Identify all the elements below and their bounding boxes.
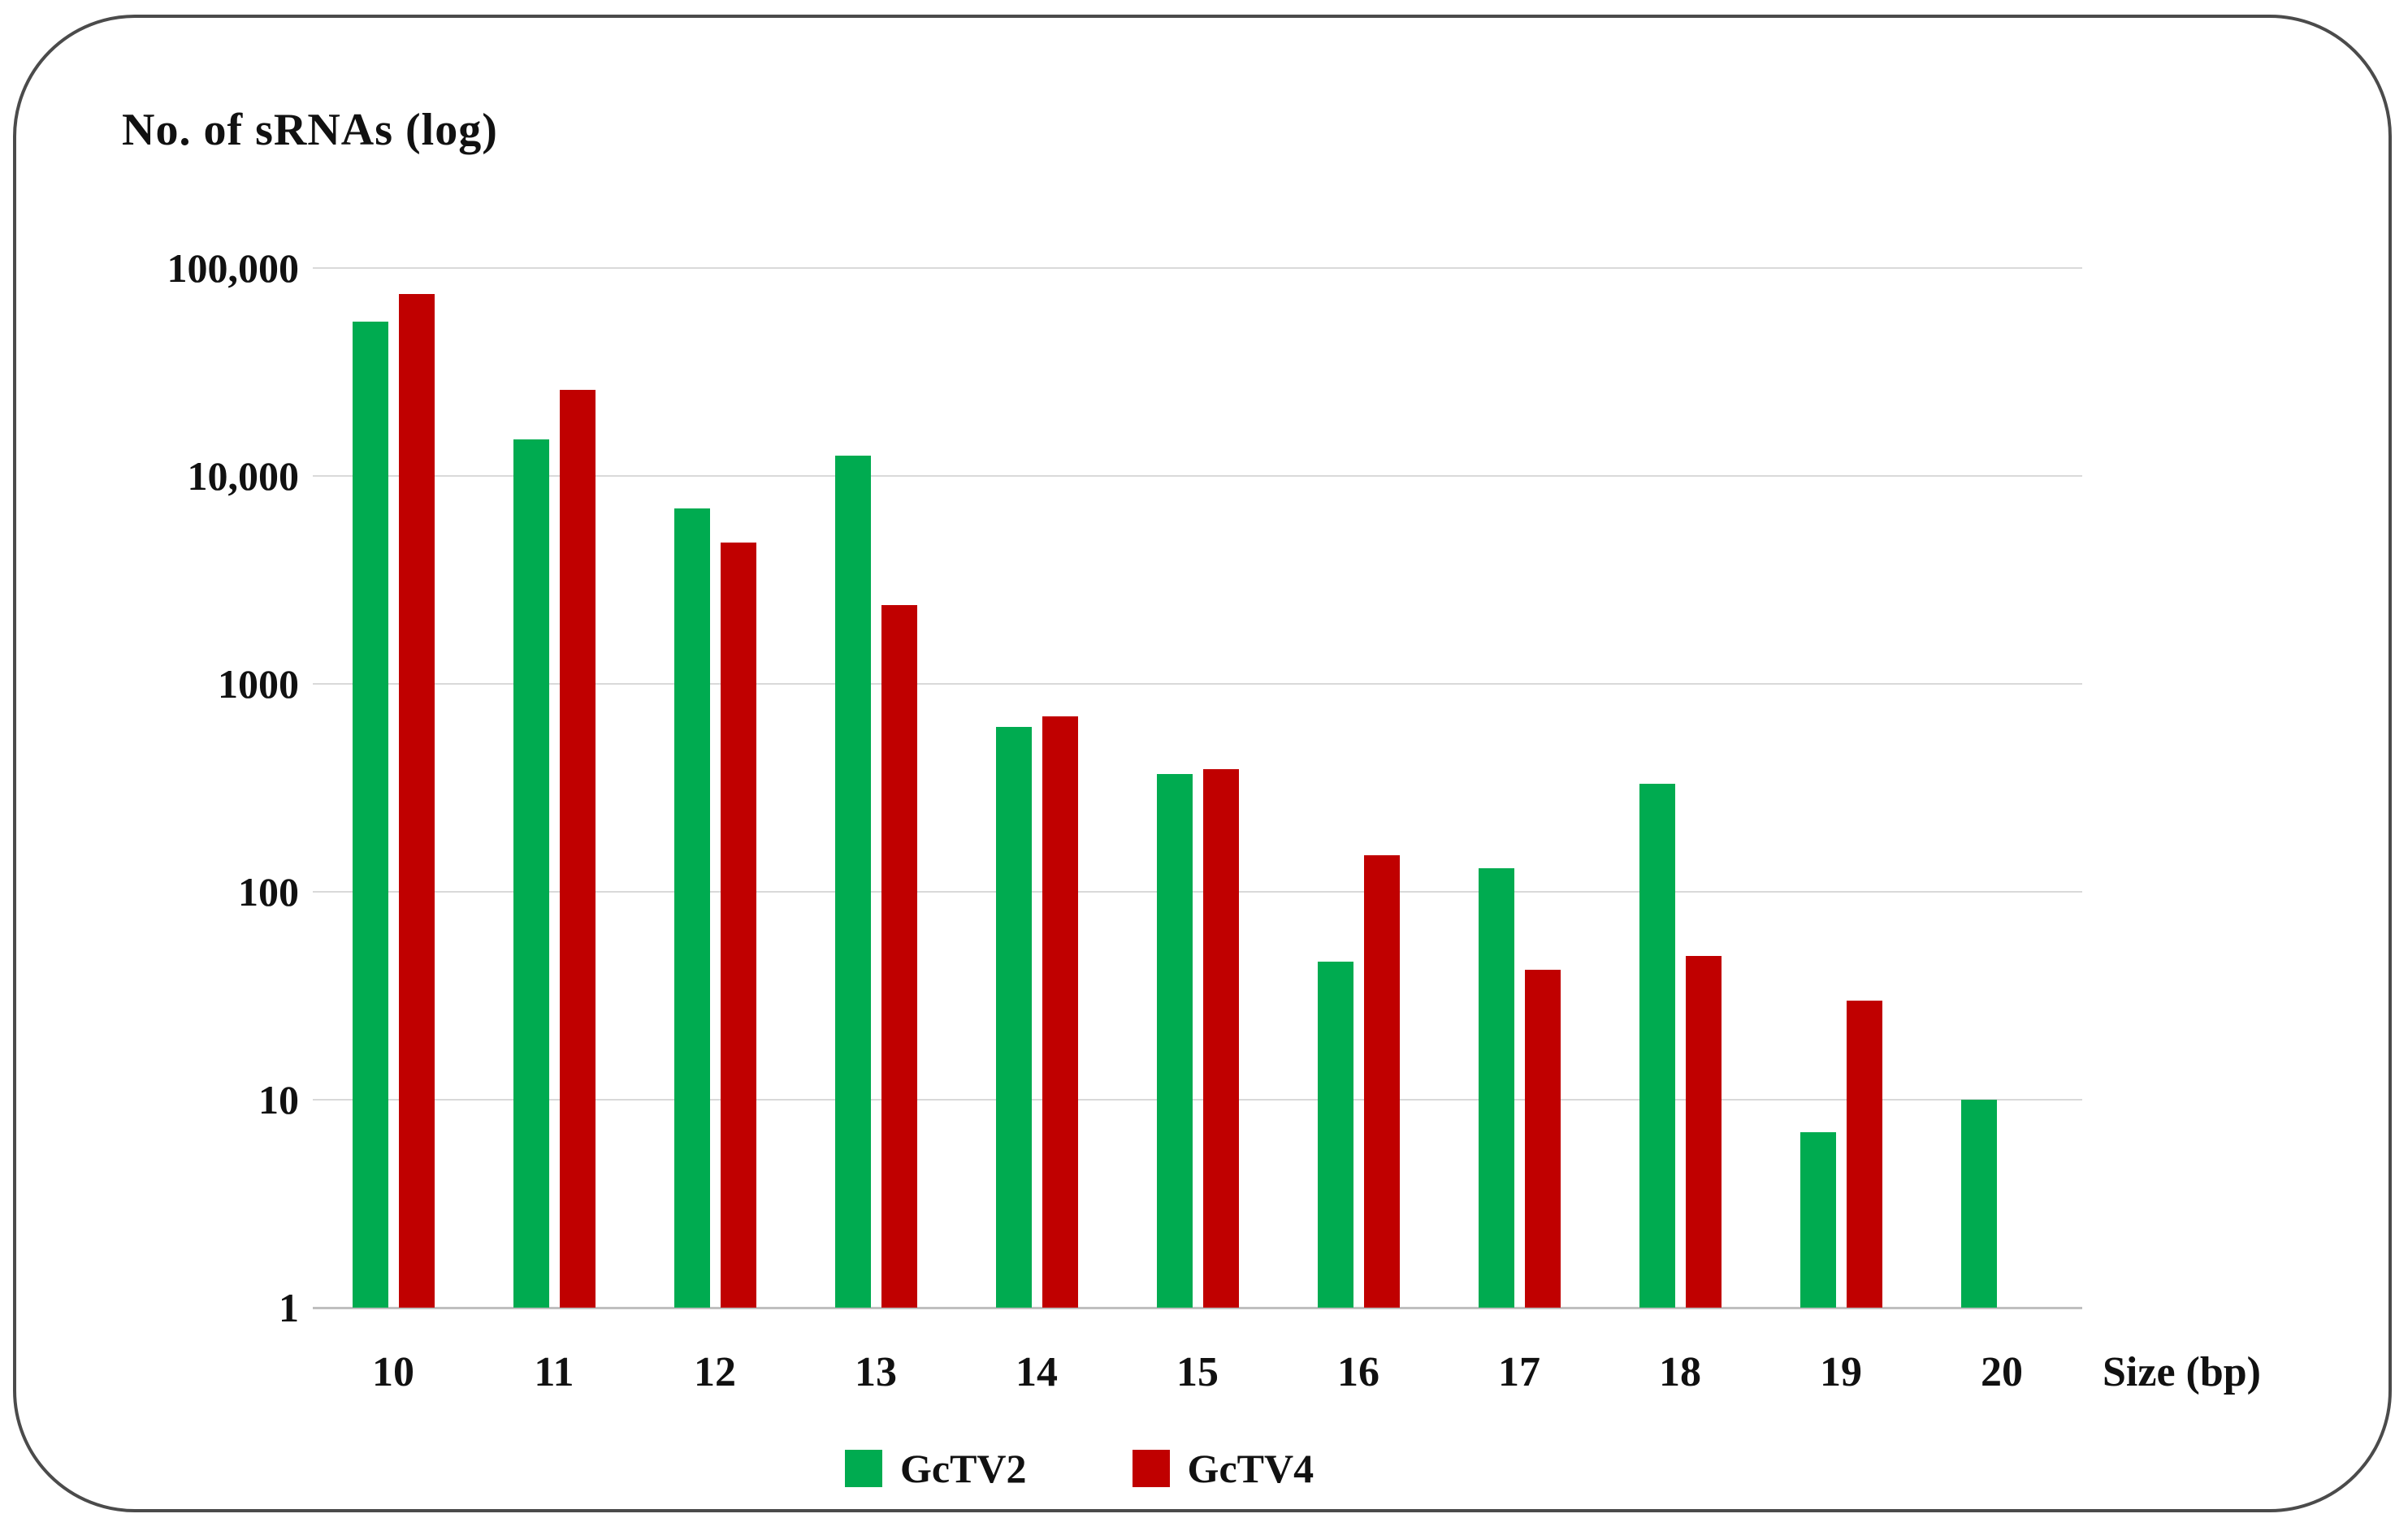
y-gridline (313, 683, 2082, 685)
bar-gctv2-size-10 (353, 322, 388, 1308)
x-tick-label: 16 (1337, 1349, 1379, 1395)
x-tick-label: 20 (1981, 1349, 2023, 1395)
bar-gctv4-size-13 (881, 605, 917, 1308)
x-axis-line (313, 1307, 2082, 1309)
bar-gctv2-size-20 (1961, 1100, 1997, 1308)
bar-gctv4-size-16 (1364, 855, 1400, 1308)
x-tick-label: 17 (1498, 1349, 1540, 1395)
y-gridline (313, 267, 2082, 269)
y-axis-title: No. of sRNAs (log) (122, 105, 498, 155)
bar-gctv4-size-19 (1847, 1001, 1882, 1308)
y-gridline (313, 1099, 2082, 1101)
y-tick-label: 100,000 (167, 245, 300, 291)
bar-gctv4-size-14 (1042, 716, 1078, 1308)
y-tick-label: 10 (258, 1077, 299, 1122)
figure-rounded-frame (13, 15, 2392, 1512)
y-gridline (313, 891, 2082, 893)
bar-gctv2-size-14 (996, 727, 1032, 1308)
x-tick-label: 10 (372, 1349, 414, 1395)
bar-gctv2-size-13 (835, 456, 871, 1308)
legend-item-gctv2: GcTV2 (845, 1447, 1027, 1490)
legend: GcTV2 GcTV4 (845, 1447, 1314, 1490)
x-tick-label: 15 (1176, 1349, 1219, 1395)
bar-gctv4-size-15 (1203, 769, 1239, 1308)
bar-gctv2-size-18 (1639, 784, 1675, 1308)
bar-gctv4-size-17 (1525, 970, 1561, 1308)
y-tick-label: 100 (238, 869, 299, 915)
x-tick-label: 18 (1659, 1349, 1701, 1395)
legend-label-gctv4: GcTV4 (1187, 1446, 1314, 1491)
plot-area (313, 267, 2082, 1309)
bar-gctv2-size-11 (513, 439, 549, 1308)
x-tick-label: 14 (1016, 1349, 1058, 1395)
legend-swatch-gctv4 (1132, 1450, 1170, 1487)
x-tick-label: 19 (1820, 1349, 1862, 1395)
bar-gctv4-size-12 (721, 543, 756, 1308)
bar-gctv4-size-18 (1686, 956, 1722, 1308)
x-tick-label: 11 (534, 1349, 574, 1395)
y-tick-label: 1000 (218, 661, 299, 707)
bar-gctv2-size-12 (674, 508, 710, 1308)
bar-gctv4-size-11 (560, 390, 596, 1308)
y-tick-label: 10,000 (187, 453, 300, 499)
x-tick-label: 13 (855, 1349, 897, 1395)
bar-gctv2-size-15 (1157, 774, 1193, 1308)
legend-swatch-gctv2 (845, 1450, 882, 1487)
x-axis-title: Size (bp) (2103, 1349, 2261, 1395)
bar-gctv2-size-17 (1479, 868, 1514, 1308)
bar-gctv2-size-19 (1800, 1132, 1836, 1308)
y-gridline (313, 475, 2082, 477)
bar-gctv4-size-10 (399, 294, 435, 1308)
legend-item-gctv4: GcTV4 (1132, 1446, 1314, 1491)
y-tick-label: 1 (279, 1285, 299, 1330)
legend-label-gctv2: GcTV2 (900, 1446, 1027, 1491)
bar-gctv2-size-16 (1318, 962, 1353, 1308)
x-tick-label: 12 (694, 1349, 736, 1395)
